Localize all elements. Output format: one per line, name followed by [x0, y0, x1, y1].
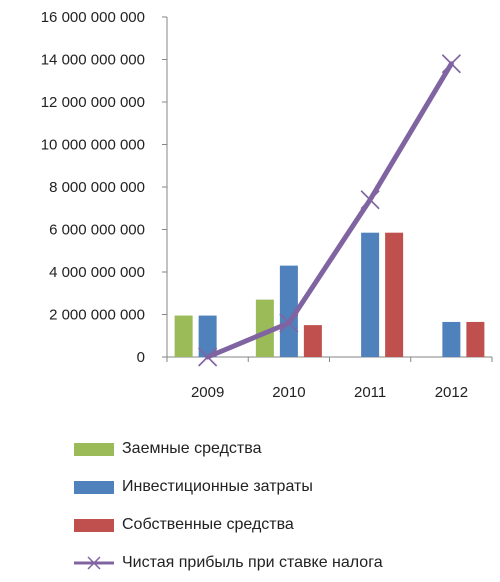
- legend-swatch-own: [74, 518, 114, 532]
- y-tick-label: 8 000 000 000: [49, 179, 145, 196]
- legend-label-profit: Чистая прибыль при ставке налога: [122, 554, 383, 571]
- legend-swatch-borrowed: [74, 442, 114, 456]
- bar: [385, 232, 404, 357]
- legend-label-investment: Инвестиционные затраты: [122, 478, 313, 495]
- legend-swatch-investment: [74, 480, 114, 494]
- bar: [361, 232, 380, 357]
- profit-line: [198, 54, 461, 367]
- y-tick-label: 12 000 000 000: [41, 94, 145, 111]
- x-tick-label: 2009: [191, 384, 224, 401]
- legend-label-own: Собственные средства: [122, 516, 294, 533]
- y-tick-label: 16 000 000 000: [41, 9, 145, 26]
- bar: [174, 315, 193, 357]
- y-tick-label: 2 000 000 000: [49, 307, 145, 324]
- legend: Заемные средства Инвестиционные затраты …: [74, 430, 383, 582]
- legend-item-profit: Чистая прибыль при ставке налога: [74, 544, 383, 582]
- legend-item-own: Собственные средства: [74, 506, 383, 544]
- bar: [303, 325, 322, 357]
- y-tick-label: 0: [137, 349, 145, 366]
- bar: [198, 315, 217, 357]
- line-marker: [198, 347, 218, 367]
- y-axis: 0 2 000 000 000 4 000 000 000 6 000 000 000…: [41, 9, 168, 366]
- y-tick-label: 14 000 000 000: [41, 52, 145, 69]
- line-path: [205, 61, 454, 360]
- x-tick-label: 2010: [272, 384, 305, 401]
- line-marker: [279, 313, 299, 333]
- bar: [279, 265, 298, 357]
- legend-swatch-profit: [74, 556, 114, 570]
- legend-item-borrowed: Заемные средства: [74, 430, 383, 468]
- bar: [442, 321, 461, 357]
- legend-item-investment: Инвестиционные затраты: [74, 468, 383, 506]
- y-tick-label: 4 000 000 000: [49, 264, 145, 281]
- chart: 0 2 000 000 000 4 000 000 000 6 000 000 000…: [41, 9, 493, 401]
- x-axis: 2009 2010 2011 2012: [166, 356, 493, 401]
- line-marker: [360, 190, 380, 210]
- y-tick-label: 6 000 000 000: [49, 222, 145, 239]
- x-tick-label: 2011: [354, 384, 386, 401]
- legend-label-borrowed: Заемные средства: [122, 440, 262, 457]
- bar: [466, 321, 485, 357]
- bar: [255, 299, 274, 357]
- bars: [174, 232, 485, 357]
- x-tick-label: 2012: [435, 384, 468, 401]
- y-tick-label: 10 000 000 000: [41, 137, 145, 154]
- line-marker: [441, 54, 461, 74]
